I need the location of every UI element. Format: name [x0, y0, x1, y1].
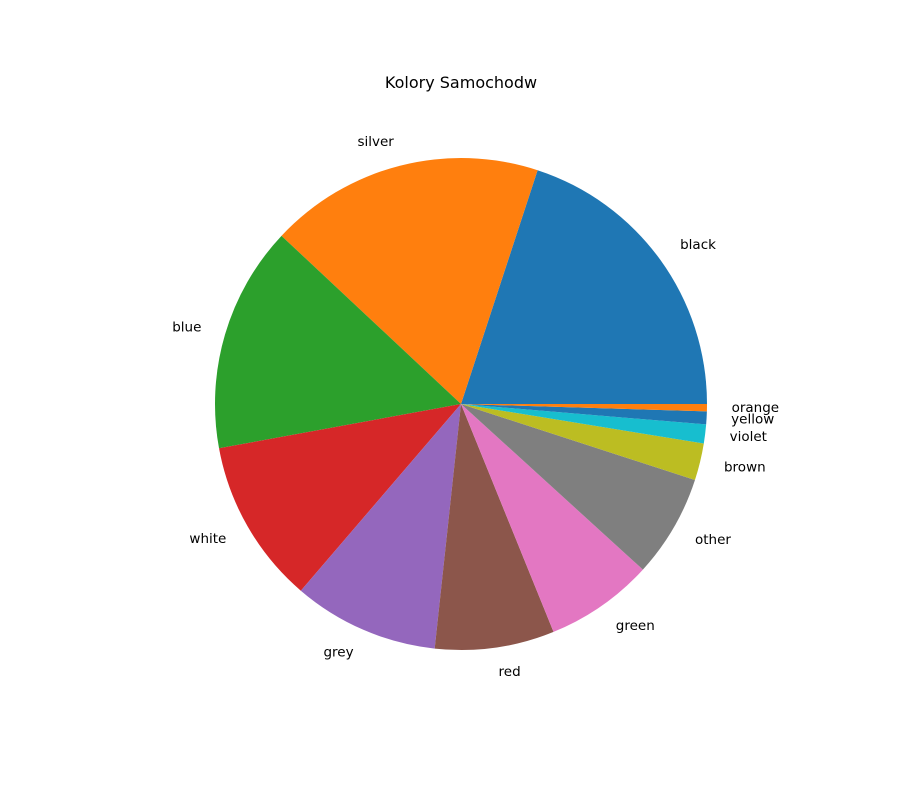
pie-slice-green	[461, 404, 643, 632]
slice-label-brown: brown	[724, 460, 766, 476]
slice-label-grey: grey	[323, 644, 353, 660]
pie-slice-red	[434, 404, 554, 650]
pie-slice-brown	[461, 404, 704, 481]
slice-label-orange: orange	[732, 400, 780, 416]
pie-slices	[215, 158, 707, 650]
slice-label-red: red	[499, 664, 521, 680]
pie-slice-white	[219, 404, 461, 591]
slice-label-violet: violet	[730, 429, 767, 445]
pie-labels: black silver blue white grey red green other bro…	[172, 134, 779, 680]
slice-label-yellow: yellow	[731, 411, 774, 427]
slice-label-white: white	[189, 531, 226, 547]
slice-label-black: black	[680, 237, 716, 253]
pie-slice-other	[461, 404, 695, 570]
slice-label-silver: silver	[357, 134, 394, 150]
pie-slice-silver	[281, 158, 538, 404]
pie-slice-yellow	[461, 404, 707, 425]
pie-slice-blue	[215, 235, 461, 449]
chart-title: Kolory Samochodw	[385, 73, 537, 92]
pie-slice-violet	[461, 404, 707, 444]
pie-slice-orange	[461, 404, 707, 412]
slice-label-blue: blue	[172, 320, 201, 336]
slice-label-other: other	[695, 532, 731, 548]
pie-slice-grey	[300, 404, 461, 649]
slice-label-green: green	[616, 618, 655, 634]
pie-slice-black	[461, 170, 707, 404]
